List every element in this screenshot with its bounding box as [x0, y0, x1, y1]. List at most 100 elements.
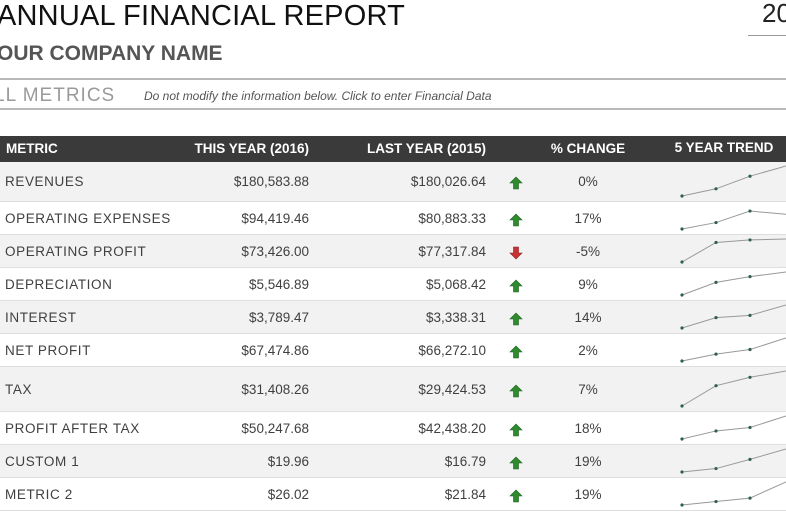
table-row[interactable]: INTEREST $3,789.47 $3,338.31 14%	[0, 301, 786, 334]
sparkline-point	[680, 404, 684, 408]
last-year-value-cell[interactable]: $16.79	[444, 454, 486, 469]
last-year-value-cell[interactable]: $3,338.31	[425, 310, 486, 325]
percent-change-cell[interactable]: 19%	[574, 487, 602, 502]
last-year-value-cell[interactable]: $77,317.84	[418, 244, 486, 259]
sparkline-point	[748, 209, 752, 213]
arrow-up-icon	[509, 423, 523, 437]
arrow-up-icon	[509, 279, 523, 293]
metric-name-cell[interactable]: NET PROFIT	[5, 343, 92, 358]
metric-name-cell[interactable]: OPERATING PROFIT	[5, 244, 147, 259]
arrow-up-icon	[509, 456, 523, 470]
report-title: ANNUAL FINANCIAL REPORT	[0, 0, 405, 32]
this-year-value-cell[interactable]: $180,583.88	[233, 174, 309, 189]
report-year-cell[interactable]: 20	[748, 0, 786, 36]
last-year-value-cell[interactable]: $80,883.33	[418, 211, 486, 226]
this-year-value-cell[interactable]: $73,426.00	[241, 244, 309, 259]
sparkline-point	[680, 260, 684, 264]
sparkline-point	[714, 429, 718, 433]
percent-change-cell[interactable]: 2%	[578, 343, 598, 358]
last-year-value-cell[interactable]: $29,424.53	[418, 382, 486, 397]
trend-sparkline	[680, 370, 786, 408]
sparkline-point	[748, 457, 752, 461]
last-year-value-cell[interactable]: $180,026.64	[410, 174, 486, 189]
percent-change-cell[interactable]: -5%	[575, 244, 600, 259]
table-row[interactable]: TAX $31,408.26 $29,424.53 7%	[0, 367, 786, 412]
table-row[interactable]: OPERATING EXPENSES $94,419.46 $80,883.33 17…	[0, 202, 786, 235]
this-year-value-cell[interactable]: $94,419.46	[241, 211, 309, 226]
sparkline-point	[680, 437, 684, 441]
table-row[interactable]: METRIC 2 $26.02 $21.84 19%	[0, 478, 786, 511]
metric-name-cell[interactable]: REVENUES	[5, 174, 85, 189]
percent-change-cell[interactable]: 17%	[574, 211, 602, 226]
sparkline-path	[681, 304, 786, 329]
sparkline-path	[681, 370, 786, 407]
table-row[interactable]: REVENUES $180,583.88 $180,026.64 0%	[0, 162, 786, 202]
sparkline-path	[681, 448, 786, 473]
sparkline-point	[748, 313, 752, 317]
percent-change-cell[interactable]: 7%	[578, 382, 598, 397]
percent-change-cell[interactable]: 9%	[578, 277, 598, 292]
table-row[interactable]: OPERATING PROFIT $73,426.00 $77,317.84 -5%	[0, 235, 786, 268]
sparkline-path	[681, 210, 786, 230]
this-year-value-cell[interactable]: $5,546.89	[248, 277, 309, 292]
this-year-value-cell[interactable]: $50,247.68	[241, 421, 309, 436]
sparkline-point	[714, 466, 718, 471]
metric-name-cell[interactable]: TAX	[5, 382, 33, 397]
last-year-value-cell[interactable]: $66,272.10	[418, 343, 486, 358]
trend-sparkline	[680, 209, 786, 231]
sparkline-point	[680, 470, 684, 474]
sparkline-point	[714, 352, 718, 356]
sparkline-path	[681, 165, 786, 197]
sparkline-point	[680, 227, 684, 231]
this-year-value-cell[interactable]: $26.02	[267, 487, 309, 502]
sparkline-point	[748, 347, 752, 352]
this-year-value-cell[interactable]: $19.96	[267, 454, 309, 469]
sparkline-point	[714, 187, 718, 191]
header-last-year: LAST YEAR (2015)	[366, 141, 486, 156]
this-year-value-cell[interactable]: $3,789.47	[248, 310, 309, 325]
report-year: 20	[762, 0, 786, 28]
table-row[interactable]: CUSTOM 1 $19.96 $16.79 19%	[0, 445, 786, 478]
percent-change-cell[interactable]: 18%	[574, 421, 602, 436]
arrow-up-icon	[509, 384, 523, 398]
header-metric: METRIC	[6, 141, 58, 156]
percent-change-cell[interactable]: 19%	[574, 454, 602, 469]
last-year-value-cell[interactable]: $42,438.20	[418, 421, 486, 436]
arrow-up-icon	[509, 176, 523, 190]
company-name[interactable]: OUR COMPANY NAME	[0, 42, 223, 65]
sparkline-path	[681, 238, 786, 263]
metric-name-cell[interactable]: CUSTOM 1	[5, 454, 80, 469]
trend-sparkline	[680, 415, 786, 441]
header-percent-change: % CHANGE	[550, 141, 626, 156]
last-year-value-cell[interactable]: $5,068.42	[425, 277, 486, 292]
metric-name-cell[interactable]: PROFIT AFTER TAX	[5, 421, 140, 436]
table-row[interactable]: NET PROFIT $67,474.86 $66,272.10 2%	[0, 334, 786, 367]
sparkline-point	[748, 275, 752, 279]
this-year-value-cell[interactable]: $67,474.86	[241, 343, 309, 358]
metric-name-cell[interactable]: METRIC 2	[5, 487, 73, 502]
sparkline-path	[681, 337, 786, 362]
percent-change-cell[interactable]: 0%	[578, 174, 598, 189]
sparkline-point	[680, 293, 684, 297]
header-this-year: THIS YEAR (2016)	[194, 141, 309, 156]
sparkline-point	[748, 174, 752, 178]
sparkline-point	[714, 316, 718, 320]
sparkline-point	[748, 496, 752, 500]
sparkline-point	[680, 503, 684, 507]
sparkline-point	[714, 280, 718, 284]
sparkline-point	[714, 499, 718, 504]
section-label: LL METRICS	[0, 85, 116, 106]
metric-name-cell[interactable]: INTEREST	[5, 310, 77, 325]
sparkline-point	[748, 375, 752, 379]
sparkline-point	[748, 425, 752, 430]
metric-name-cell[interactable]: OPERATING EXPENSES	[5, 211, 171, 226]
trend-sparkline	[680, 448, 786, 474]
trend-sparkline	[680, 238, 786, 264]
last-year-value-cell[interactable]: $21.84	[444, 487, 486, 502]
sparkline-point	[680, 359, 684, 363]
table-row[interactable]: DEPRECIATION $5,546.89 $5,068.42 9%	[0, 268, 786, 301]
metric-name-cell[interactable]: DEPRECIATION	[5, 277, 113, 292]
percent-change-cell[interactable]: 14%	[574, 310, 602, 325]
this-year-value-cell[interactable]: $31,408.26	[241, 382, 309, 397]
table-row[interactable]: PROFIT AFTER TAX $50,247.68 $42,438.20 18%	[0, 412, 786, 445]
